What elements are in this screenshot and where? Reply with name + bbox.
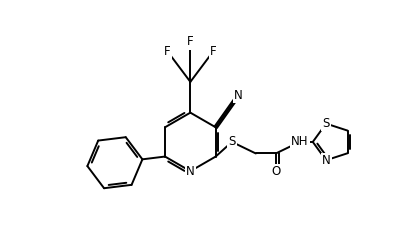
Text: N: N xyxy=(234,89,242,102)
Text: O: O xyxy=(271,165,280,178)
Text: N: N xyxy=(322,154,331,167)
Text: F: F xyxy=(164,45,171,58)
Text: S: S xyxy=(322,117,330,130)
Text: N: N xyxy=(186,165,195,178)
Text: NH: NH xyxy=(291,135,308,148)
Text: F: F xyxy=(187,35,194,48)
Text: S: S xyxy=(228,135,236,148)
Text: F: F xyxy=(210,45,217,58)
